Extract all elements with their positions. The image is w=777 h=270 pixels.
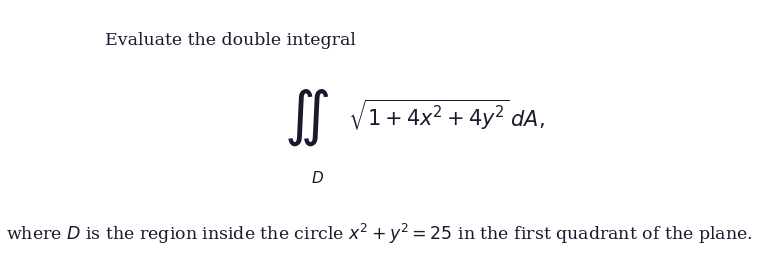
Text: where $D$ is the region inside the circle $x^2 + y^2 = 25$ in the first quadrant: where $D$ is the region inside the circl… — [6, 221, 753, 246]
Text: $D$: $D$ — [311, 170, 323, 186]
Text: $\iint$: $\iint$ — [284, 87, 329, 148]
Text: $\sqrt{1 + 4x^2 + 4y^2}\,dA,$: $\sqrt{1 + 4x^2 + 4y^2}\,dA,$ — [348, 97, 545, 132]
Text: Evaluate the double integral: Evaluate the double integral — [105, 32, 356, 49]
